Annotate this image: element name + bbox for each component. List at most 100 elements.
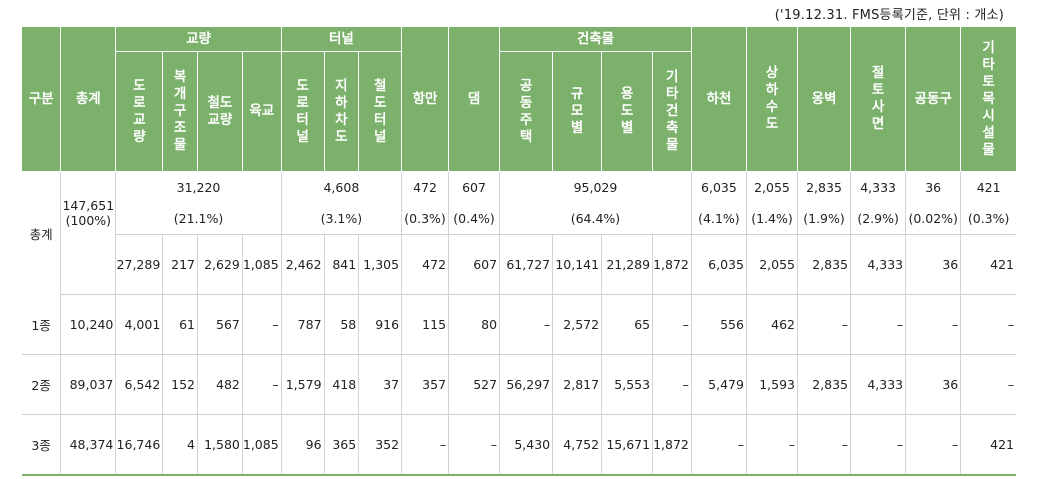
summary-water: 2,055 xyxy=(746,171,798,203)
table-cell: – xyxy=(652,294,692,355)
header-tunnel: 터널 xyxy=(281,27,403,52)
header-rail-tunnel: 철도터널 xyxy=(358,51,403,172)
header-other-building: 기타건축물 xyxy=(652,51,692,172)
header-water: 상하수도 xyxy=(746,27,798,172)
table-cell: 1,872 xyxy=(652,414,692,476)
table-cell: 96 xyxy=(281,414,325,476)
summary-detail-cell: 472 xyxy=(401,234,450,295)
summary-tunnel: 4,608 xyxy=(281,171,403,203)
summary-detail-cell: 2,835 xyxy=(797,234,852,295)
summary-detail-cell: 421 xyxy=(960,234,1016,295)
header-road-tunnel: 도로터널 xyxy=(281,51,325,172)
row-label: 1종 xyxy=(22,294,62,355)
table-cell: – xyxy=(850,414,907,476)
table-cell: 152 xyxy=(162,354,198,415)
table-cell: 787 xyxy=(281,294,325,355)
table-cell: 4,333 xyxy=(850,354,907,415)
summary-wall-pct: (1.9%) xyxy=(797,203,852,235)
summary-detail-row: 27,289 217 2,629 1,085 2,462 841 1,305 472 607 61… xyxy=(22,234,1016,295)
header-underpass: 지하차도 xyxy=(324,51,360,172)
row-total: 10,240 xyxy=(60,294,117,355)
table-cell: 482 xyxy=(197,354,243,415)
summary-detail-cell: 2,055 xyxy=(746,234,798,295)
row-total: 89,037 xyxy=(60,354,117,415)
summary-detail-cell: 27,289 xyxy=(115,234,164,295)
summary-detail-cell: 21,289 xyxy=(601,234,654,295)
summary-detail-cell: 2,462 xyxy=(281,234,325,295)
table-cell: – xyxy=(960,294,1016,355)
summary-slope: 4,333 xyxy=(850,171,907,203)
summary-wall: 2,835 xyxy=(797,171,852,203)
table-cell: 4 xyxy=(162,414,198,476)
summary-slope-pct: (2.9%) xyxy=(850,203,907,235)
row-label: 3종 xyxy=(22,414,62,476)
header-by-use: 용도별 xyxy=(601,51,654,172)
table-cell: 6,542 xyxy=(115,354,164,415)
row-label-summary: 총계 xyxy=(22,171,62,295)
table-note: ('19.12.31. FMS등록기준, 단위 : 개소) xyxy=(774,8,1004,23)
table-cell: 352 xyxy=(358,414,403,476)
summary-other-pct: (0.3%) xyxy=(960,203,1016,235)
summary-dam: 607 xyxy=(448,171,501,203)
table-cell: – xyxy=(905,294,962,355)
summary-detail-cell: 10,141 xyxy=(552,234,603,295)
summary-dam-pct: (0.4%) xyxy=(448,203,501,235)
summary-harbor: 472 xyxy=(401,171,450,203)
table-cell: 2,817 xyxy=(552,354,603,415)
summary-river-pct: (4.1%) xyxy=(691,203,747,235)
table-cell: 115 xyxy=(401,294,450,355)
header-composite-bridge: 복개구조물 xyxy=(162,51,198,172)
summary-duct-pct: (0.02%) xyxy=(905,203,962,235)
summary-total: 147,651 (100%) xyxy=(60,171,117,235)
summary-other: 421 xyxy=(976,180,1001,195)
header-river: 하천 xyxy=(691,27,747,172)
table-cell: 462 xyxy=(746,294,798,355)
table-cell: 37 xyxy=(358,354,403,415)
summary-detail-cell: 217 xyxy=(162,234,198,295)
header-bridge: 교량 xyxy=(115,27,282,52)
table-cell: – xyxy=(401,414,450,476)
table-cell: 36 xyxy=(905,354,962,415)
table-cell: 1,085 xyxy=(242,414,282,476)
table-cell: – xyxy=(691,414,747,476)
table-row: 1종 10,240 4,001 61 567–787 58 916 115 80–2,572… xyxy=(22,294,1016,355)
table-cell: – xyxy=(960,354,1016,415)
table-cell: 2,835 xyxy=(797,354,852,415)
summary-detail-cell: 2,629 xyxy=(197,234,243,295)
header-rail-bridge: 철도교량 xyxy=(197,51,243,172)
table-cell: 58 xyxy=(324,294,360,355)
header-total: 총계 xyxy=(60,27,117,172)
header-apartment: 공동주택 xyxy=(499,51,554,172)
summary-detail-cell: 36 xyxy=(905,234,962,295)
header-land-bridge: 육교 xyxy=(242,51,282,172)
header-gubun: 구분 xyxy=(22,27,62,172)
table-cell: – xyxy=(242,354,282,415)
table-cell: 1,579 xyxy=(281,354,325,415)
table-cell: 5,479 xyxy=(691,354,747,415)
summary-bridge: 31,220 xyxy=(115,171,282,203)
table-cell: – xyxy=(905,414,962,476)
header-harbor: 항만 xyxy=(401,27,450,172)
table-cell: 527 xyxy=(448,354,501,415)
table-cell: 16,746 xyxy=(115,414,164,476)
summary-detail-cell: 1,085 xyxy=(242,234,282,295)
table-cell: 4,001 xyxy=(115,294,164,355)
summary-total-value: 147,651 xyxy=(62,198,115,214)
summary-detail-cell: 841 xyxy=(324,234,360,295)
summary-detail-cell: 6,035 xyxy=(691,234,747,295)
summary-harbor-pct: (0.3%) xyxy=(401,203,450,235)
summary-detail-cell: 1,305 xyxy=(358,234,403,295)
table-row: 3종 48,374 16,746 4 1,580 1,085 96 365 352– –5,4… xyxy=(22,414,1016,476)
table-cell: – xyxy=(797,414,852,476)
header-dam: 댐 xyxy=(448,27,501,172)
header-wall: 옹벽 xyxy=(797,27,852,172)
summary-detail-cell: 607 xyxy=(448,234,501,295)
row-total: 48,374 xyxy=(60,414,117,476)
table-cell: 357 xyxy=(401,354,450,415)
table-cell: 5,430 xyxy=(499,414,554,476)
table-cell: 61 xyxy=(162,294,198,355)
table-cell: 365 xyxy=(324,414,360,476)
header-road-bridge: 도로교량 xyxy=(115,51,164,172)
summary-building: 95,029 xyxy=(499,171,692,203)
table-cell: – xyxy=(652,354,692,415)
